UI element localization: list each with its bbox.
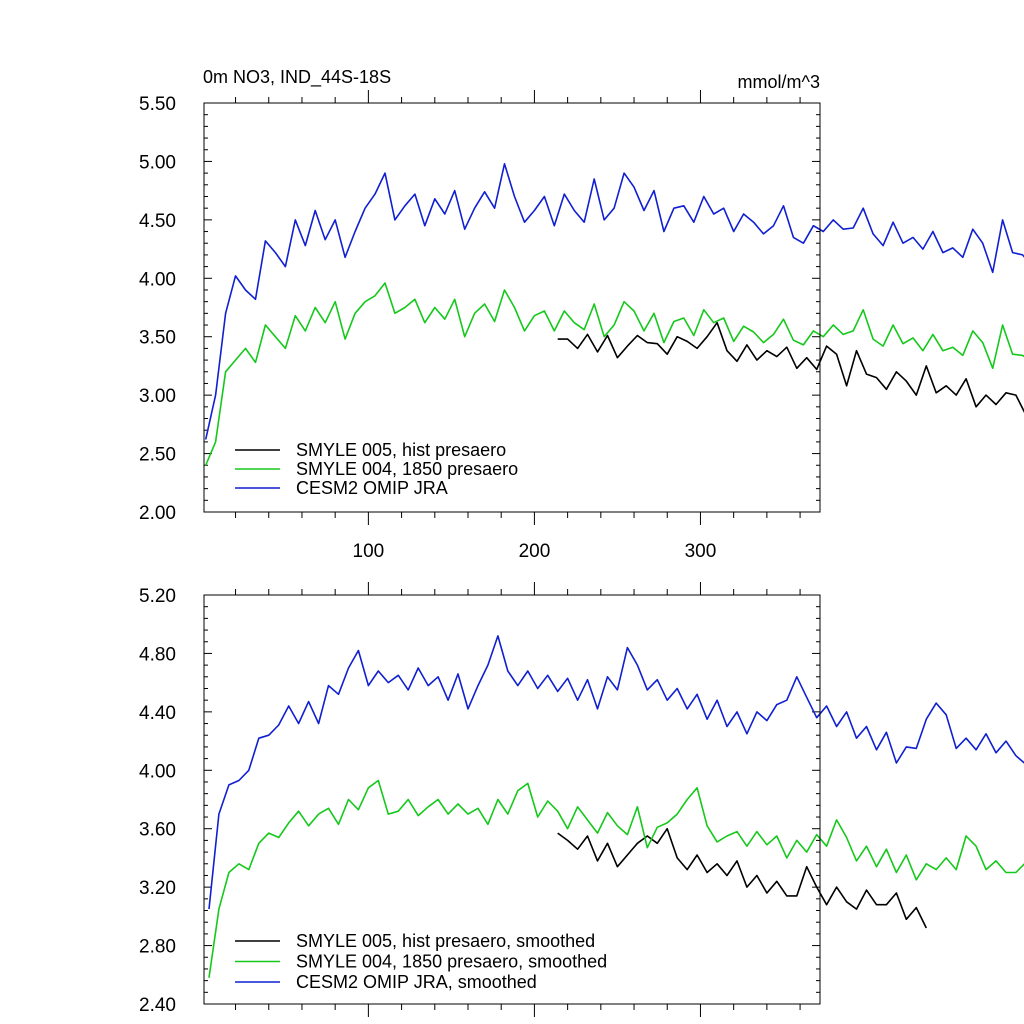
series-line xyxy=(557,827,928,929)
x-tick-label: 200 xyxy=(519,541,551,562)
y-tick-label: 4.00 xyxy=(139,269,176,290)
y-tick-label: 3.50 xyxy=(139,328,176,349)
top-plot-area: 2.00 2.50 3.00 3.50 4.00 4.50 5.00 5.50 100 200 30… xyxy=(139,90,1024,562)
plot-frame xyxy=(203,594,821,1005)
y-tick-label: 4.80 xyxy=(139,644,176,665)
series-line xyxy=(208,779,1024,978)
y-tick-label: 3.60 xyxy=(139,820,176,841)
legend-label: SMYLE 004, 1850 presaero, smoothed xyxy=(296,952,607,972)
series-line xyxy=(557,321,1024,414)
x-tick-label: 100 xyxy=(353,541,385,562)
legend-label: SMYLE 005, hist presaero, smoothed xyxy=(296,931,595,951)
legend-label: CESM2 OMIP JRA xyxy=(296,478,448,498)
y-tick-label: 5.50 xyxy=(139,94,176,115)
legend-label: SMYLE 004, 1850 presaero xyxy=(296,459,518,479)
top-panel-units: mmol/m^3 xyxy=(738,72,820,92)
y-tick-label: 3.00 xyxy=(139,386,176,407)
y-tick-label: 2.80 xyxy=(139,937,176,958)
y-tick-label: 2.50 xyxy=(139,445,176,466)
y-tick-label: 4.00 xyxy=(139,761,176,782)
y-tick-label: 5.00 xyxy=(139,152,176,173)
legend-label: CESM2 OMIP JRA, smoothed xyxy=(296,972,537,992)
top-panel: 0m NO3, IND_44S-18S mmol/m^3 2.00 2.50 3.0… xyxy=(139,67,1024,562)
plot-frame xyxy=(203,102,821,513)
y-tick-label: 3.20 xyxy=(139,878,176,899)
bottom-plot-area: 2.40 2.80 3.20 3.60 4.00 4.40 4.80 5.20 SMYLE 00… xyxy=(139,582,1024,1017)
top-panel-title: 0m NO3, IND_44S-18S xyxy=(203,67,391,88)
series-line xyxy=(208,635,1024,910)
series-line xyxy=(204,282,1024,466)
y-tick-label: 2.40 xyxy=(139,995,176,1016)
y-tick-label: 4.40 xyxy=(139,703,176,724)
series-line xyxy=(204,163,1024,440)
x-tick-label: 300 xyxy=(685,541,717,562)
y-tick-label: 5.20 xyxy=(139,586,176,607)
y-tick-label: 4.50 xyxy=(139,211,176,232)
bottom-panel: 2.40 2.80 3.20 3.60 4.00 4.40 4.80 5.20 SMYLE 00… xyxy=(139,582,1024,1017)
legend-label: SMYLE 005, hist presaero xyxy=(296,440,506,460)
y-tick-label: 2.00 xyxy=(139,503,176,524)
